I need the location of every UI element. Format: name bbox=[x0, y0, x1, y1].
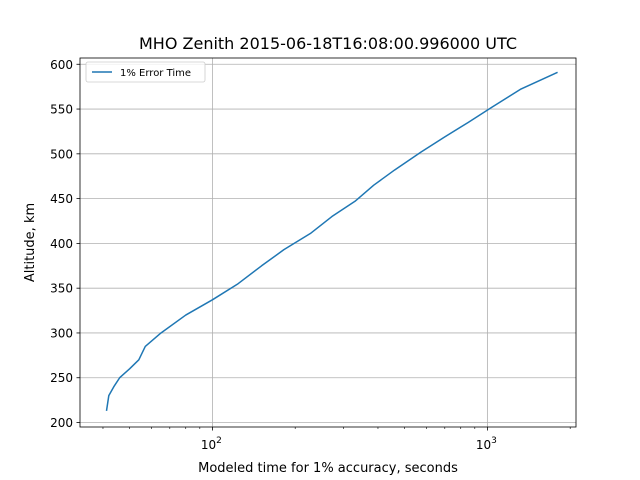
y-tick-label: 350 bbox=[50, 282, 73, 296]
chart-title: MHO Zenith 2015-06-18T16:08:00.996000 UT… bbox=[139, 34, 517, 53]
y-tick-label: 600 bbox=[50, 58, 73, 72]
series-line bbox=[105, 71, 558, 411]
y-tick-label: 500 bbox=[50, 147, 73, 161]
y-tick-label: 400 bbox=[50, 237, 73, 251]
series-layer bbox=[105, 71, 558, 411]
legend-box bbox=[85, 61, 206, 83]
y-tick-label: 200 bbox=[50, 416, 73, 430]
plot-area-frame bbox=[79, 57, 577, 428]
y-axis-label: Altitude, km bbox=[23, 203, 38, 282]
y-tick-label: 300 bbox=[50, 326, 73, 340]
y-tick-label: 250 bbox=[50, 371, 73, 385]
y-tick-label: 550 bbox=[50, 103, 73, 117]
legend: 1% Error Time bbox=[85, 61, 206, 83]
x-axis-label: Modeled time for 1% accuracy, seconds bbox=[198, 461, 458, 476]
y-tick-label: 450 bbox=[50, 192, 73, 206]
legend-label: 1% Error Time bbox=[120, 68, 191, 79]
